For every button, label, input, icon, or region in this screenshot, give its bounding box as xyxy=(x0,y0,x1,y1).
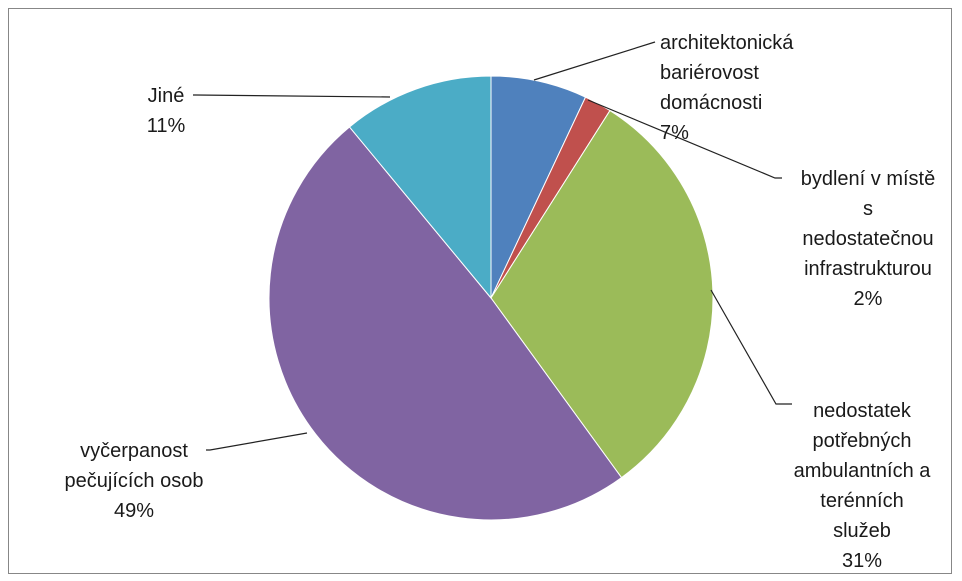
leader-lines xyxy=(193,41,792,451)
leader-line-4 xyxy=(206,432,308,451)
slice-label-line: s xyxy=(863,198,873,220)
slice-label-3: nedostatek potřebných ambulantních a terénn… xyxy=(794,400,932,572)
slice-label-4: vyčerpanost pečujících osob 49% xyxy=(65,440,204,522)
leader-line-5 xyxy=(193,94,391,98)
slice-label-line: 49% xyxy=(114,500,154,522)
slice-label-line: potřebných xyxy=(813,430,912,452)
leader-line-3 xyxy=(710,289,792,405)
slice-label-line: vyčerpanost xyxy=(80,440,188,462)
leader-line-2 xyxy=(587,99,782,179)
slice-label-1: architektonická bariérovost domácnosti 7% xyxy=(660,32,794,144)
slice-label-line: ambulantních a xyxy=(794,460,932,482)
slice-label-line: infrastrukturou xyxy=(804,258,932,280)
slice-label-line: 2% xyxy=(854,288,883,310)
slice-label-line: 7% xyxy=(660,122,689,144)
slice-label-line: bydlení v místě xyxy=(801,168,936,190)
slice-label-line: 11% xyxy=(147,115,186,137)
slice-label-5: Jiné 11% xyxy=(147,85,186,137)
slice-label-2: bydlení v místě s nedostatečnou infrastrukt… xyxy=(801,168,936,310)
leader-line-1 xyxy=(533,41,656,81)
slice-label-line: domácnosti xyxy=(660,92,762,114)
slice-label-line: služeb xyxy=(833,520,891,542)
slice-label-line: terénních xyxy=(820,490,903,512)
pie-slice-4 xyxy=(268,126,623,521)
slice-label-line: 31% xyxy=(842,550,882,572)
slice-label-line: nedostatečnou xyxy=(802,228,933,250)
slice-label-line: Jiné xyxy=(148,85,185,107)
pie-slices xyxy=(268,75,714,521)
slice-label-line: nedostatek xyxy=(813,400,912,422)
slice-label-line: architektonická xyxy=(660,32,794,54)
pie-slice-5 xyxy=(348,75,492,300)
pie-slice-3 xyxy=(490,109,714,479)
slice-labels: architektonická bariérovost domácnosti 7% by… xyxy=(65,32,936,572)
slice-label-line: pečujících osob xyxy=(65,470,204,492)
slice-label-line: bariérovost xyxy=(660,62,759,84)
